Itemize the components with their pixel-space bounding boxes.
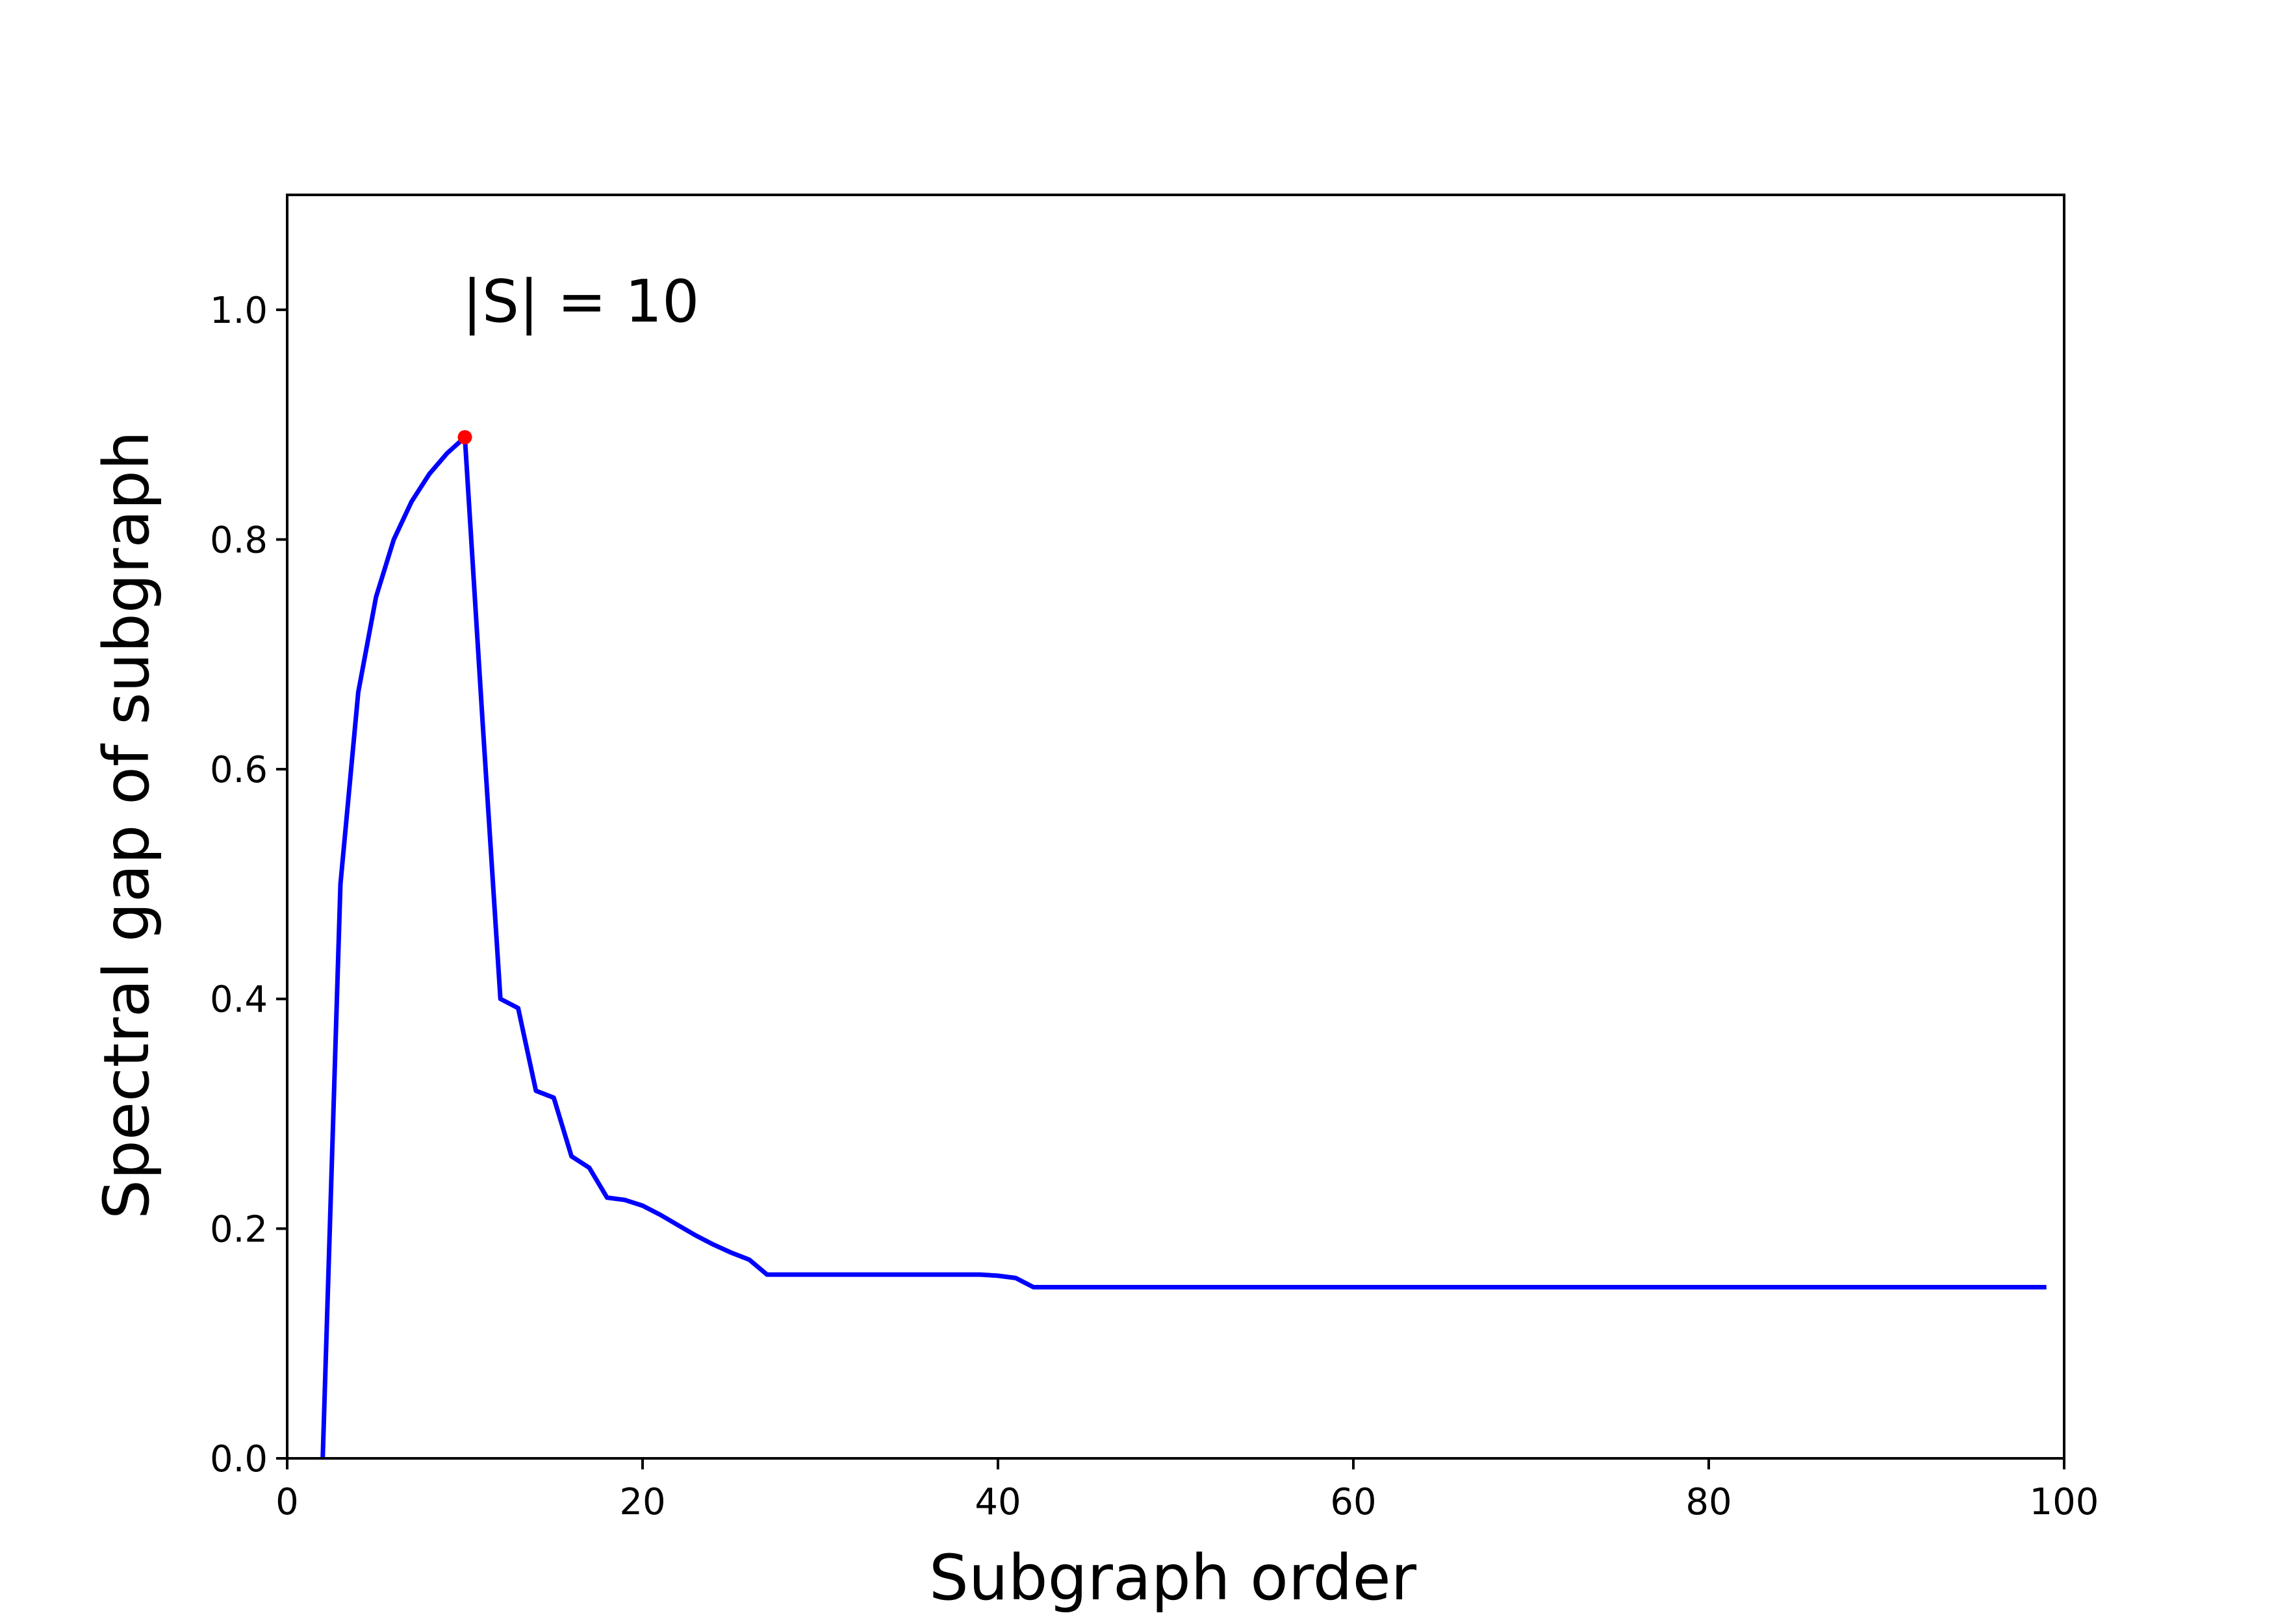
y-tick-label-1: 0.2 <box>210 1208 268 1250</box>
series-layer <box>320 430 2047 1458</box>
series-line-0 <box>320 435 2047 1458</box>
x-tick-label-2: 40 <box>975 1481 1021 1523</box>
x-tick-label-3: 60 <box>1330 1481 1376 1523</box>
axes: 0 20 40 60 80 100 0.0 0.2 0.4 0.6 0.8 1.0 <box>210 194 2099 1523</box>
y-tick-label-2: 0.4 <box>210 979 268 1021</box>
y-tick-label-3: 0.6 <box>210 749 268 791</box>
annotation: |S| = 10 <box>463 268 700 336</box>
x-tick-label-4: 80 <box>1685 1481 1731 1523</box>
x-tick-label-0: 0 <box>275 1481 299 1523</box>
plot-frame <box>286 194 2065 1460</box>
x-tick-label-1: 20 <box>619 1481 665 1523</box>
y-tick-label-4: 0.8 <box>210 519 268 561</box>
highlight-point <box>457 430 472 445</box>
y-axis-label: Spectral gap of subgraph <box>90 431 163 1219</box>
x-tick-label-5: 100 <box>2030 1481 2099 1523</box>
y-tick-label-5: 1.0 <box>210 290 268 332</box>
x-axis-label: Subgraph order <box>929 1542 1417 1614</box>
y-tick-label-0: 0.0 <box>210 1438 268 1480</box>
